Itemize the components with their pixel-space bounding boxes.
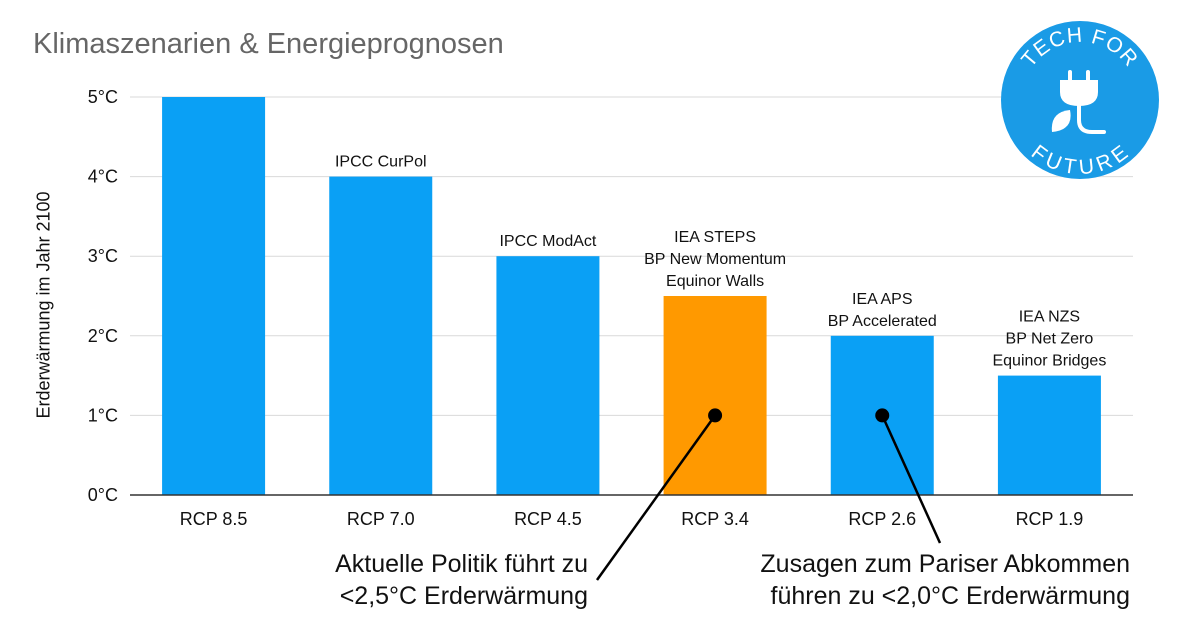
callout-pointer-dot [708, 408, 723, 423]
y-tick-label: 2°C [88, 326, 118, 346]
bar-annotation: IEA STEPS [674, 229, 756, 246]
x-tick-label: RCP 8.5 [180, 509, 248, 529]
y-tick-label: 5°C [88, 87, 118, 107]
callout-current-policy-line2: <2,5°C Erderwärmung [339, 582, 588, 610]
x-tick-label: RCP 7.0 [347, 509, 415, 529]
chart-title: Klimaszenarien & Energieprognosen [33, 28, 504, 60]
bar [162, 97, 266, 495]
callout-current-policy: Aktuelle Politik führt zu <2,5°C Erderwä… [335, 548, 588, 612]
callout-paris-line1: Zusagen zum Pariser Abkommen [760, 550, 1130, 578]
bar-annotation: IEA NZS [1019, 309, 1080, 326]
y-axis-label: Erderwärmung im Jahr 2100 [33, 191, 54, 419]
x-tick-label: RCP 4.5 [514, 509, 582, 529]
y-tick-label: 0°C [88, 485, 118, 505]
bar-annotation: Equinor Walls [666, 273, 764, 290]
callout-paris-agreement: Zusagen zum Pariser Abkommen führen zu <… [760, 548, 1130, 612]
bar-annotation: BP New Momentum [644, 251, 786, 268]
bar [997, 375, 1101, 495]
x-tick-label: RCP 1.9 [1016, 509, 1084, 529]
y-tick-label: 1°C [88, 405, 118, 425]
callout-pointer-dot [875, 408, 890, 423]
bar-annotation: IPCC ModAct [499, 233, 596, 250]
plug-leaf-icon [1051, 70, 1106, 134]
x-tick-label: RCP 2.6 [848, 509, 916, 529]
callout-pointer-line [595, 414, 717, 581]
bar-annotation: IEA APS [852, 291, 912, 308]
bar-annotation: IPCC CurPol [335, 154, 427, 171]
callout-pointer-line [881, 414, 942, 544]
bar-annotation: BP Accelerated [828, 313, 937, 330]
x-tick-label: RCP 3.4 [681, 509, 749, 529]
bar-annotation: Equinor Bridges [992, 353, 1106, 370]
y-tick-label: 4°C [88, 167, 118, 187]
tech-for-future-logo: TECH FOR FUTURE [1001, 21, 1159, 180]
bar-annotation: BP Net Zero [1006, 331, 1094, 348]
callout-paris-line2: führen zu <2,0°C Erderwärmung [770, 582, 1131, 610]
y-tick-label: 3°C [88, 246, 118, 266]
bar [329, 176, 433, 495]
callout-current-policy-line1: Aktuelle Politik führt zu [335, 550, 588, 578]
bar [496, 256, 600, 495]
